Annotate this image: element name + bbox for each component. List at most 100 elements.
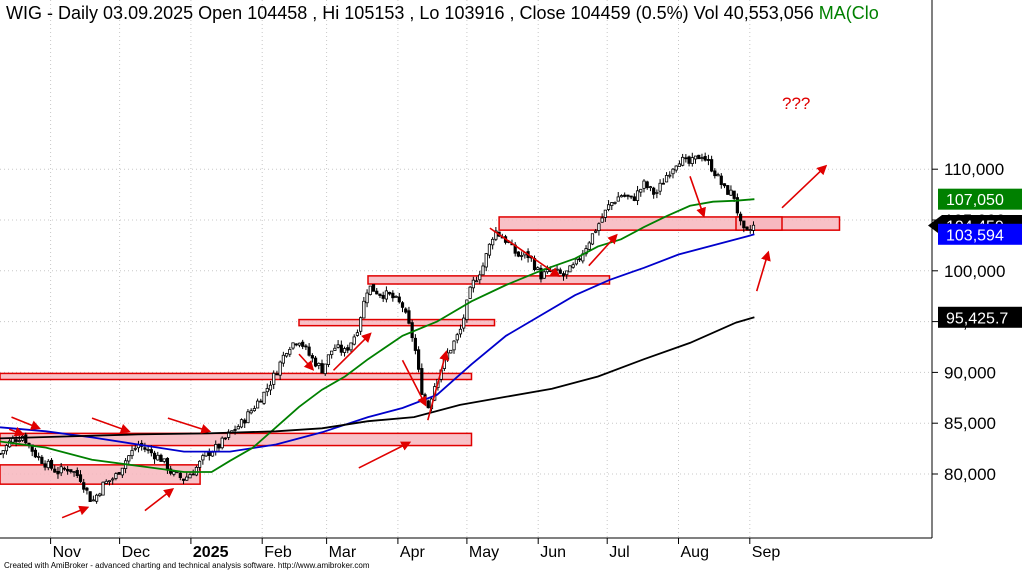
candle-body [610,202,614,206]
candle-body [255,400,260,409]
candle-body [494,230,498,240]
candle-body [742,220,746,229]
candle-body [487,243,492,256]
candle-body [233,429,237,431]
candle-body [307,346,311,356]
ma-line-2 [0,316,755,440]
candle-body [693,155,698,160]
header-date: 03.09.2025 [103,3,193,23]
candle-body [703,156,707,161]
candle-body [539,267,543,280]
candle-body [713,170,717,177]
candle-body [111,478,115,481]
candle-body [130,450,134,457]
candle-body [352,336,356,345]
candle-body [310,355,314,359]
candle-body [323,363,327,375]
candle-body [82,482,86,490]
candle-body [684,157,688,160]
candle-body [91,499,95,502]
candle-body [75,470,79,477]
candle-body [284,353,289,357]
candle-body [545,269,550,273]
candle-body [690,157,694,165]
candle-body [668,174,672,177]
price-tag-label-3: 95,425.7 [946,310,1008,327]
candle-body [748,229,752,231]
red-arrow-15 [755,250,771,292]
trend-arrows [8,164,828,519]
candle-body [381,294,385,299]
candle-body [407,310,411,324]
candle-body [272,372,276,385]
candle-body [265,388,269,393]
candle-body [294,343,298,346]
candle-body [17,440,21,442]
candle-body [156,454,160,461]
header-volume: Vol 40,553,056 [694,3,814,23]
candle-body [606,204,611,210]
price-tag-box-0 [938,188,1022,210]
candle-body [732,190,736,199]
candle-body [565,270,569,276]
candle-body [558,269,562,274]
month-label-9: Aug [681,544,709,561]
candle-body [304,345,308,348]
red-arrow-1 [11,416,41,430]
time-axis: Nov Dec 2025 Feb Mar Apr May Jun Jul Aug Sep [50,538,780,561]
candle-body [365,292,369,304]
candle-body [623,194,627,197]
red-arrow-5 [144,488,175,512]
candle-body [201,455,205,461]
candle-body [397,296,401,303]
candle-body [220,437,224,449]
candle-body [349,342,353,351]
candle-body [117,472,121,475]
candle-body [458,328,463,335]
candle-body [706,159,711,161]
candle-body [362,300,366,319]
candle-body [648,186,653,189]
candle-body [474,280,479,283]
red-arrow-2 [91,417,131,434]
candle-body [239,419,244,428]
candle-body [674,165,678,171]
candle-body [568,265,572,273]
candle-body [37,455,41,458]
candle-body [159,454,163,462]
candle-body [223,437,227,440]
y-tick-label-4: 100,000 [944,262,1005,281]
price-tag-box-3 [938,306,1022,328]
month-label-1: Dec [122,544,150,561]
month-label-7: Jun [540,544,566,561]
candle-body [368,285,372,295]
candle-body [359,317,363,332]
red-arrow-12 [588,233,618,267]
candle-body [27,442,31,445]
candle-body [162,458,166,462]
month-label-0: Nov [53,544,81,561]
candle-body [726,185,730,195]
candle-body [120,467,124,476]
candle-body [594,230,598,233]
candle-body [613,202,617,204]
candle-body [346,347,350,351]
candle-body [49,459,54,469]
candle-body [66,468,70,472]
y-tick-label-0: 80,000 [944,465,996,484]
candle-body [481,265,485,276]
candle-body [632,196,636,201]
candle-body [671,168,675,175]
candle-body [313,357,318,367]
candle-body [404,308,408,313]
month-label-5: Apr [400,544,426,561]
zone-4 [367,275,611,285]
red-arrow-10 [427,350,449,421]
candle-body [246,411,250,424]
candle-body [645,181,649,189]
question-annotation: ??? [782,94,810,113]
candle-body [301,341,305,347]
candle-body [88,491,92,502]
